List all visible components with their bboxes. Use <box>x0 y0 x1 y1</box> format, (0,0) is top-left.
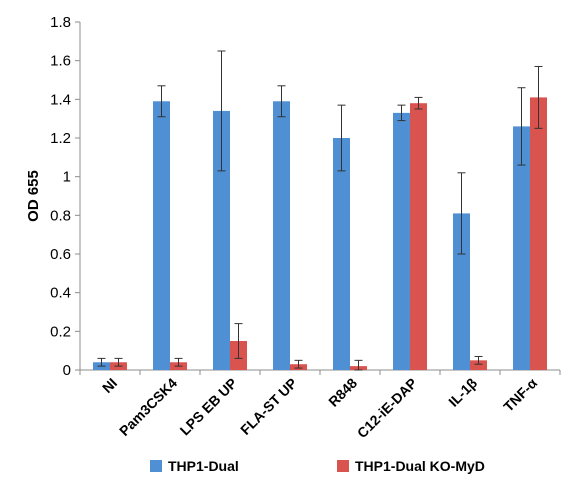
bar-chart: 0 0.2 0.4 0.6 0.8 1 1.2 1.4 1.6 1.8 OD 655 NIPam3… <box>25 14 561 441</box>
bar-thp1-dual <box>513 126 530 371</box>
legend-label-thp1-dual-ko-myd: THP1-Dual KO-MyD <box>355 458 485 474</box>
legend-item-thp1-dual: THP1-Dual <box>150 458 239 474</box>
legend-swatch-thp1-dual <box>150 460 162 472</box>
bar-thp1-dual <box>213 110 230 370</box>
x-category-label: LPS EB UP <box>177 375 241 439</box>
bar-thp1-dual <box>273 101 290 371</box>
y-tick-label: 1.6 <box>50 53 71 70</box>
bar-thp1-dual-ko-myd <box>530 97 547 371</box>
y-tick-label: 1 <box>63 169 71 186</box>
bar-thp1-dual-ko-myd <box>410 103 427 370</box>
y-tick-label: 0.2 <box>50 323 71 340</box>
x-category-label: C12-iE-DAP <box>354 375 420 441</box>
legend-swatch-thp1-dual-ko-myd <box>337 460 349 472</box>
x-category-label: FLA-ST UP <box>237 375 300 438</box>
bar-thp1-dual <box>333 138 350 370</box>
y-axis-ticks: 0 0.2 0.4 0.6 0.8 1 1.2 1.4 1.6 1.8 <box>50 14 80 379</box>
bar-thp1-dual <box>453 213 470 370</box>
x-category-label: IL-1β <box>445 374 480 409</box>
legend-item-thp1-dual-ko-myd: THP1-Dual KO-MyD <box>337 458 485 474</box>
x-category-label: Pam3CSK4 <box>116 375 180 439</box>
legend: THP1-Dual THP1-Dual KO-MyD <box>0 458 581 482</box>
x-category-label: NI <box>99 375 120 396</box>
y-axis-title: OD 655 <box>25 170 42 222</box>
y-tick-label: 0.4 <box>50 285 71 302</box>
bar-thp1-dual-ko-myd <box>470 360 487 370</box>
legend-label-thp1-dual: THP1-Dual <box>168 458 239 474</box>
y-tick-label: 1.4 <box>50 91 71 108</box>
y-tick-label: 0 <box>63 362 71 379</box>
y-tick-label: 0.8 <box>50 207 71 224</box>
bar-series <box>93 97 547 371</box>
bar-thp1-dual <box>393 112 410 370</box>
y-tick-label: 1.2 <box>50 130 71 147</box>
x-category-label: TNF-α <box>500 375 540 415</box>
x-category-label: R848 <box>325 375 360 410</box>
error-bars <box>97 50 543 371</box>
bar-thp1-dual <box>153 101 170 371</box>
y-tick-label: 1.8 <box>50 14 71 31</box>
y-tick-label: 0.6 <box>50 246 71 263</box>
